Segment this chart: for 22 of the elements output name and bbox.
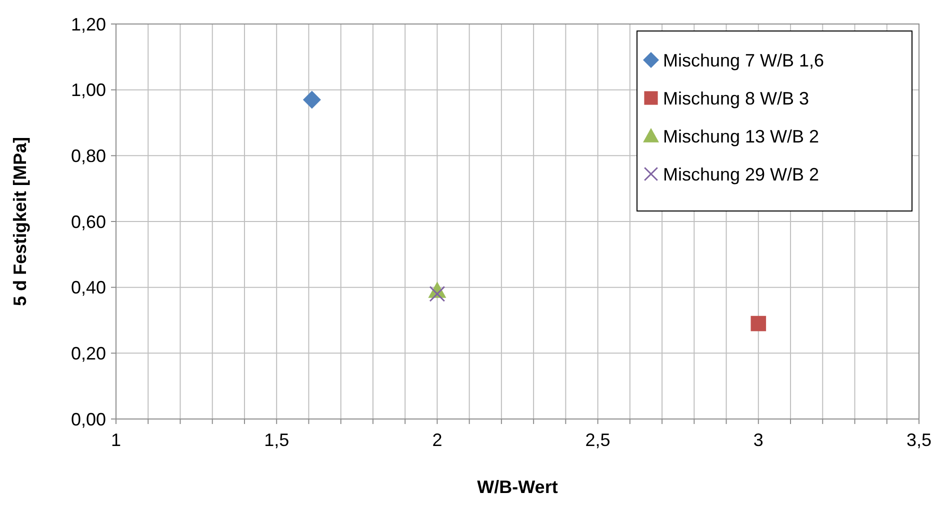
legend-label: Mischung 29 W/B 2 [663,164,820,184]
x-tick-label: 1 [110,430,122,450]
x-tick-label: 1,5 [264,430,290,450]
x-axis-title: W/B-Wert [477,477,558,497]
y-tick-label: 1,20 [70,14,106,34]
y-tick-label: 0,60 [70,212,106,232]
x-tick-label: 3,5 [906,430,932,450]
x-tick-label: 2,5 [585,430,610,450]
y-axis-title: 5 d Festigkeit [MPa] [10,136,30,306]
legend-label: Mischung 7 W/B 1,6 [663,50,824,70]
legend-label: Mischung 8 W/B 3 [663,88,810,108]
x-tick-label: 3 [753,430,764,450]
y-tick-label: 1,00 [70,80,106,100]
y-tick-label: 0,00 [70,409,106,430]
x-tick-label: 2 [432,430,442,450]
point [750,316,766,332]
point [429,286,446,302]
point [302,90,321,109]
y-tick-label: 0,20 [70,343,106,364]
legend-label: Mischung 13 W/B 2 [663,126,820,146]
y-tick-label: 0,80 [70,146,106,166]
y-tick-label: 0,40 [70,278,106,298]
